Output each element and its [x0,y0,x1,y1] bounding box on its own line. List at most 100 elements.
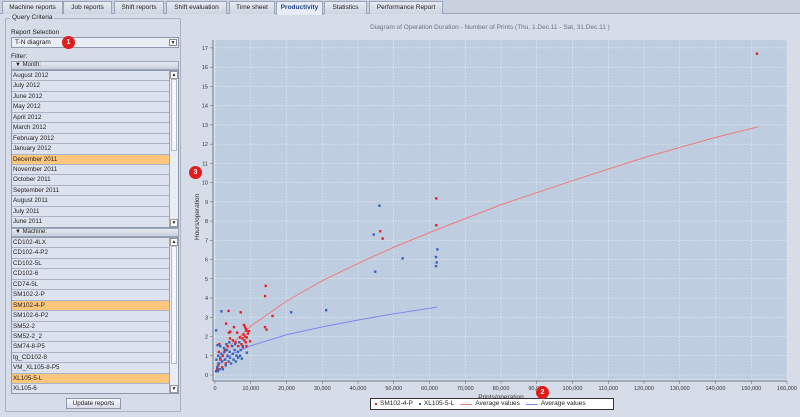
list-item[interactable]: September 2011 [12,185,169,197]
machine-scrollbar[interactable]: ▲ ▼ [169,238,178,393]
list-item[interactable]: CD102-5L [12,258,169,270]
list-item[interactable]: March 2012 [12,123,169,134]
list-item[interactable]: August 2012 [12,71,169,82]
data-point-xl105-5-l [239,348,242,352]
data-point-xl105-5-l [434,264,438,268]
data-point-sm102-4-p [218,343,221,346]
query-criteria-group: Query Criteria [5,14,181,412]
list-item[interactable]: SM102-6-P2 [12,311,169,322]
data-point-sm102-4-p [235,331,239,334]
month-scrollbar[interactable]: ▲ ▼ [169,71,178,227]
list-item[interactable]: CD74-5L [12,279,169,291]
x-tick-label: 120,000 [634,386,654,392]
data-point-xl105-5-l [240,357,244,360]
x-tick-label: 20,000 [278,386,295,392]
tab-statistics[interactable]: Statistics [324,1,367,14]
legend-item: XL105-5-L [418,399,454,409]
y-tick-label: 14 [202,104,208,110]
scrollbar-thumb[interactable] [171,246,177,364]
list-item[interactable]: August 2011 [12,196,169,207]
tab-time-sheet[interactable]: Time sheet [229,1,275,14]
data-point-xl105-5-l [218,368,221,371]
tab-job-reports[interactable]: Job reports [63,1,112,14]
list-item[interactable]: XL105-5-L [12,373,169,385]
list-item[interactable]: CD102-6 [12,269,169,280]
list-item[interactable]: XL105-6 [12,384,169,393]
list-item[interactable]: January 2012 [12,144,169,155]
scroll-down-icon[interactable]: ▼ [170,385,178,393]
collapse-triangle-icon: ▼ [15,62,23,68]
data-point-sm102-4-p [271,314,274,318]
tab-shift-reports[interactable]: Shift reports [114,1,164,14]
list-item[interactable]: CD102-4-P2 [12,248,169,259]
list-item[interactable]: November 2011 [12,164,169,176]
tab-performance-report[interactable]: Performance Report [369,1,443,14]
list-item[interactable]: February 2012 [12,133,169,145]
list-item[interactable]: July 2011 [12,206,169,218]
data-point-xl105-5-l [228,350,231,354]
tab-productivity[interactable]: Productivity [276,1,323,15]
update-reports-button[interactable]: Update reports [66,398,121,409]
data-point-sm102-4-p [265,328,268,331]
data-point-xl105-5-l [222,346,226,350]
list-item[interactable]: July 2012 [12,81,169,92]
chevron-down-icon[interactable]: ▼ [169,39,177,46]
data-point-xl105-5-l [238,341,241,344]
legend-item: Average values [460,399,520,409]
data-point-sm102-4-p [246,332,250,335]
data-point-xl105-5-l [289,311,293,314]
scroll-up-icon[interactable]: ▲ [170,71,178,79]
scrollbar-thumb[interactable] [171,79,177,151]
data-point-sm102-4-p [224,322,228,325]
list-item[interactable]: October 2011 [12,175,169,186]
data-point-xl105-5-l [245,351,249,354]
list-item[interactable]: SM102-2-P [12,290,169,301]
data-point-sm102-4-p [245,344,248,348]
y-tick-label: 4 [205,296,208,302]
data-point-sm102-4-p [232,325,236,329]
list-item[interactable]: May 2012 [12,102,169,113]
data-point-xl105-5-l [216,343,219,347]
list-item[interactable]: tg_CD102-8 [12,352,169,364]
x-tick-label: 100,000 [563,386,583,392]
data-point-xl105-5-l [235,354,238,357]
list-item[interactable]: December 2011 [12,154,169,165]
month-header-label: Month: [22,62,41,68]
average-line-2 [221,126,759,357]
line-swatch-icon [525,403,538,405]
list-item[interactable]: SM102-4-P [12,300,169,312]
machine-filter-header[interactable]: ▼ Machine: [11,228,179,237]
data-point-sm102-4-p [227,309,230,313]
tab-machine-reports[interactable]: Machine reports [2,1,63,14]
scroll-up-icon[interactable]: ▲ [170,238,178,246]
list-item[interactable]: SM52-2_2 [12,331,169,343]
report-selection-dropdown[interactable]: T-N diagram ▼ [11,37,179,48]
y-tick-label: 13 [202,123,208,129]
data-point-sm102-4-p [242,323,246,327]
data-point-sm102-4-p [227,331,231,334]
scroll-down-icon[interactable]: ▼ [170,219,178,227]
month-filter-header[interactable]: ▼ Month: [11,61,179,70]
x-tick-label: 50,000 [385,386,402,392]
data-point-xl105-5-l [228,341,231,344]
y-tick-label: 15 [202,84,208,90]
data-point-xl105-5-l [216,369,220,373]
list-item[interactable]: SM74-8-P5 [12,342,169,353]
tab-shift-evaluation[interactable]: Shift evaluation [166,1,227,14]
list-item[interactable]: SM52-2 [12,321,169,332]
data-point-sm102-4-p [435,197,438,200]
y-axis-label: Hours/operation [194,193,201,240]
y-tick-label: 17 [202,46,208,52]
list-item[interactable]: CD102-4LX [12,238,169,249]
list-item[interactable]: June 2012 [12,91,169,103]
annotation-badge-3: 3 [189,166,202,179]
list-item[interactable]: April 2012 [12,112,169,124]
y-tick-label: 11 [202,161,208,167]
list-item[interactable]: June 2011 [12,217,169,227]
y-tick-label: 6 [205,258,208,264]
data-point-sm102-4-p [224,362,227,365]
y-tick-label: 1 [205,354,208,360]
x-tick-label: 140,000 [706,386,726,392]
data-point-sm102-4-p [245,336,249,339]
list-item[interactable]: VM_XL105-8-P5 [12,363,169,374]
